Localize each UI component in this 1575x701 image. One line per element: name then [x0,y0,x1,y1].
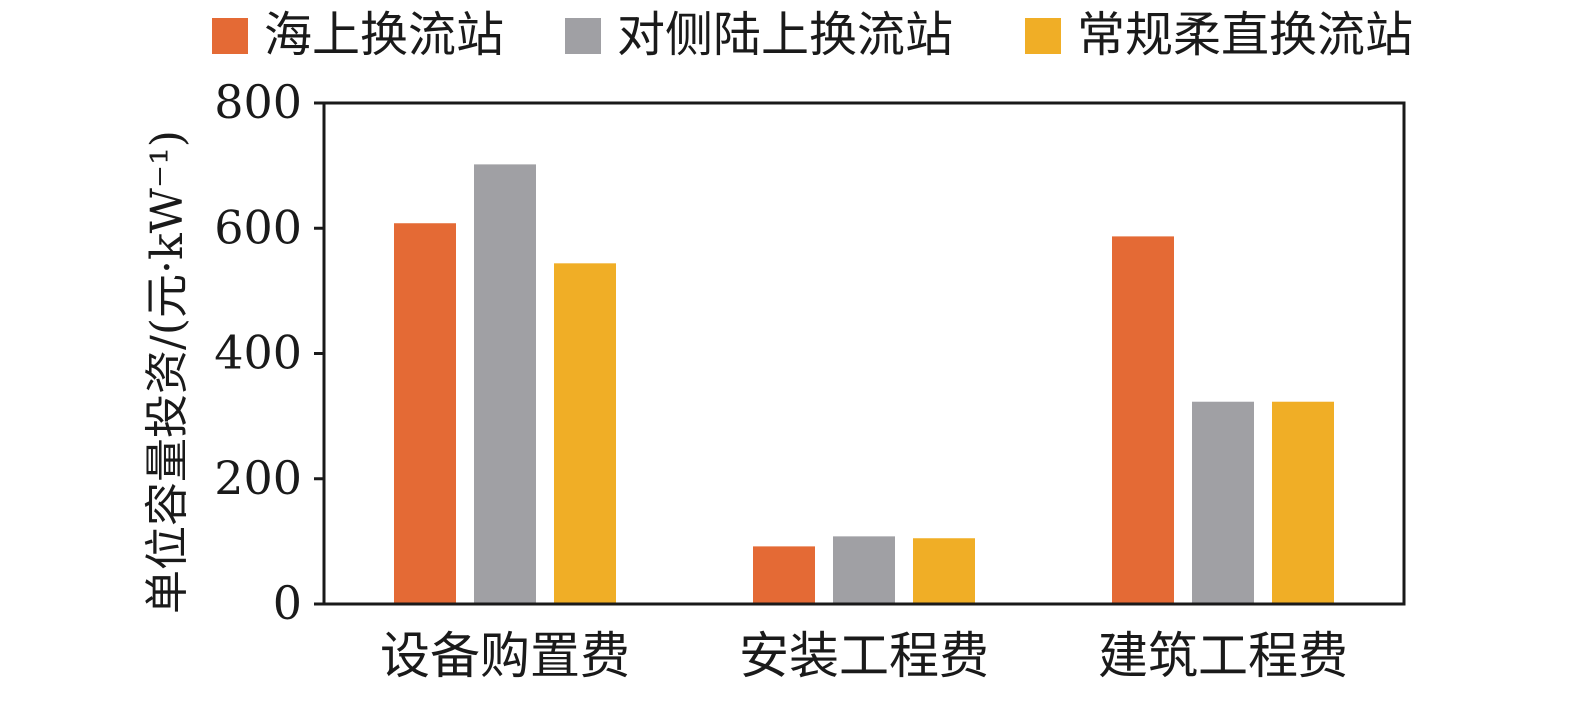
x-axis-labels: 设备购置费 安装工程费 建筑工程费 [380,627,1348,685]
bar-2-2 [833,536,895,604]
bar-3-3 [1272,401,1334,604]
legend-swatch [565,18,601,54]
bar-1-3 [1112,236,1174,605]
legend-label: 对侧陆上换流站 [617,7,953,63]
y-tick-label: 200 [214,451,302,505]
plot-frame [322,101,1406,606]
legend-swatch [1025,18,1061,54]
y-axis-ticks: 0 200 400 600 800 [214,75,324,630]
y-axis-label: 单位容量投资/(元·kW⁻¹) [142,130,193,614]
x-tick-label: 建筑工程费 [1098,627,1348,685]
y-tick-label: 800 [214,75,302,129]
y-tick-label: 0 [273,576,302,630]
bar-2-3 [1192,401,1254,604]
legend-swatch [212,18,248,54]
y-tick-label: 600 [214,200,302,254]
bar-3-2 [913,538,975,604]
x-tick-label: 设备购置费 [380,627,630,685]
legend-label: 常规柔直换流站 [1077,7,1413,63]
bar-2-1 [474,164,536,604]
x-tick-label: 安装工程费 [739,627,989,685]
bar-1-1 [394,223,456,605]
legend: 海上换流站 对侧陆上换流站 常规柔直换流站 [212,7,1413,63]
y-tick-label: 400 [214,326,302,380]
legend-label: 海上换流站 [264,7,504,63]
bar-1-2 [753,546,815,604]
bar-3-1 [554,263,616,604]
bars [394,164,1334,605]
